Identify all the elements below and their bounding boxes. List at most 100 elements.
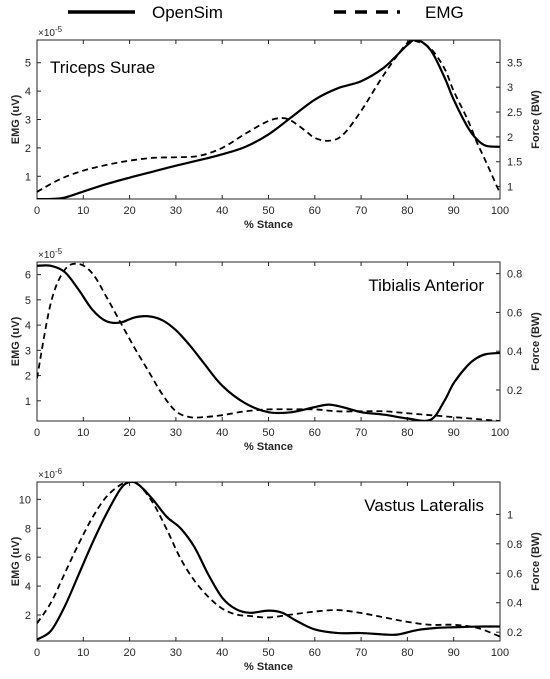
y-right-tick-label: 3.5 [507, 57, 522, 69]
panels: 0 10 20 30 40 50 60 70 80 90 1001234511.522.533.5×… [10, 25, 542, 673]
y-right-axis-label: Force (BW) [530, 90, 542, 149]
y-left-tick-label: 5 [25, 295, 31, 307]
series-line-emg [37, 262, 500, 421]
y-left-exponent-base: ×10 [38, 28, 55, 39]
series-group [37, 482, 500, 641]
y-left-tick-label: 2 [25, 371, 31, 383]
x-axis-label: % Stance [244, 219, 293, 231]
y-left-exponent-power: -6 [55, 467, 63, 476]
y-right-tick-label: 0.6 [507, 568, 522, 580]
series-group [37, 262, 500, 421]
y-right-tick-label: 1.5 [507, 157, 522, 169]
y-right-tick-label: 2 [507, 132, 513, 144]
x-tick-label: 40 [216, 427, 228, 439]
x-tick-label: 60 [309, 427, 321, 439]
panel-title: Tibialis Anterior [368, 276, 484, 295]
x-tick-label: 70 [355, 647, 367, 659]
y-left-tick-label: 3 [25, 345, 31, 357]
x-tick-label: 0 [34, 205, 40, 217]
panel-3: 0 10 20 30 40 50 60 70 80 90 100 2 4 6 8 10 0.2 0.4 0.6 0.8… [10, 467, 542, 673]
y-right-axis-label: Force (BW) [530, 532, 542, 591]
y-left-tick-label: 10 [19, 494, 31, 506]
panel-title: Vastus Lateralis [364, 496, 484, 515]
y-left-tick-label: 1 [25, 396, 31, 408]
x-tick-label: 40 [216, 205, 228, 217]
x-tick-label: 70 [355, 427, 367, 439]
x-tick-label: 70 [355, 205, 367, 217]
series-line-emg [37, 40, 500, 194]
y-right-tick-label: 0.6 [507, 307, 522, 319]
y-left-tick-label: 6 [25, 270, 31, 282]
y-left-exponent-base: ×10 [38, 470, 55, 481]
y-right-tick-label: 0.4 [507, 346, 522, 358]
x-tick-label: 90 [448, 647, 460, 659]
x-tick-label: 60 [309, 205, 321, 217]
series-line-opensim [37, 264, 500, 421]
y-left-axis-label: EMG (uV) [10, 316, 22, 366]
x-tick-label: 10 [77, 205, 89, 217]
x-tick-label: 90 [448, 205, 460, 217]
x-tick-label: 50 [262, 427, 274, 439]
panel-1: 0 10 20 30 40 50 60 70 80 90 100 1 2 3 4 5 1 1.5 2 2.5 3 3.5 ×… [10, 25, 542, 231]
y-left-tick-label: 4 [25, 320, 31, 332]
y-left-tick-label: 5 [25, 58, 31, 70]
y-left-tick-label: 1 [25, 171, 31, 183]
x-tick-label: 60 [309, 647, 321, 659]
x-tick-label: 80 [401, 647, 413, 659]
x-tick-label: 30 [170, 647, 182, 659]
x-tick-label: 100 [491, 427, 509, 439]
y-right-tick-label: 3 [507, 82, 513, 94]
y-left-tick-label: 6 [25, 552, 31, 564]
x-tick-label: 0 [34, 427, 40, 439]
y-left-exponent: ×10-5 [38, 247, 63, 261]
legend-emg-label: EMG [425, 3, 464, 22]
x-axis-label: % Stance [244, 661, 293, 673]
y-right-tick-label: 0.8 [507, 539, 522, 551]
x-tick-label: 90 [448, 427, 460, 439]
x-tick-label: 50 [262, 647, 274, 659]
y-left-exponent-power: -5 [55, 25, 63, 34]
y-right-tick-label: 0.2 [507, 627, 522, 639]
x-tick-label: 40 [216, 647, 228, 659]
y-right-tick-label: 1 [507, 509, 513, 521]
legend: OpenSim EMG [68, 3, 464, 22]
series-line-opensim [37, 482, 500, 641]
x-tick-label: 10 [77, 427, 89, 439]
x-axis-label: % Stance [244, 441, 293, 453]
x-tick-label: 20 [123, 427, 135, 439]
series-line-opensim [37, 40, 500, 199]
x-tick-label: 50 [262, 205, 274, 217]
x-tick-label: 100 [491, 647, 509, 659]
y-right-tick-label: 0.8 [507, 269, 522, 281]
x-tick-label: 0 [34, 647, 40, 659]
y-left-exponent-base: ×10 [38, 250, 55, 261]
y-right-tick-label: 0.2 [507, 385, 522, 397]
panel-title: Triceps Surae [50, 58, 155, 77]
y-left-tick-label: 8 [25, 523, 31, 535]
series-line-emg [37, 482, 500, 638]
y-right-tick-label: 2.5 [507, 107, 522, 119]
x-tick-label: 20 [123, 205, 135, 217]
x-tick-label: 80 [401, 427, 413, 439]
y-left-tick-label: 4 [25, 86, 31, 98]
x-tick-label: 30 [170, 205, 182, 217]
x-tick-label: 20 [123, 647, 135, 659]
y-left-axis-label: EMG (uV) [10, 94, 22, 144]
series-group [37, 40, 500, 199]
y-left-exponent-power: -5 [55, 247, 63, 256]
y-left-tick-label: 2 [25, 610, 31, 622]
x-tick-label: 10 [77, 647, 89, 659]
y-left-axis-label: EMG (uV) [10, 536, 22, 586]
y-left-tick-label: 3 [25, 115, 31, 127]
y-left-exponent: ×10-6 [38, 467, 63, 481]
panel-2: 0 10 20 30 40 50 60 70 80 90 100 1 2 3 4 5 6 0.2 0.4 0.6 0.8… [10, 247, 542, 453]
y-left-exponent: ×10-5 [38, 25, 63, 39]
x-tick-label: 30 [170, 427, 182, 439]
y-left-tick-label: 2 [25, 143, 31, 155]
y-left-tick-label: 4 [25, 581, 31, 593]
y-right-axis-label: Force (BW) [530, 312, 542, 371]
x-tick-label: 80 [401, 205, 413, 217]
y-right-tick-label: 0.4 [507, 598, 522, 610]
legend-opensim-label: OpenSim [152, 3, 223, 22]
